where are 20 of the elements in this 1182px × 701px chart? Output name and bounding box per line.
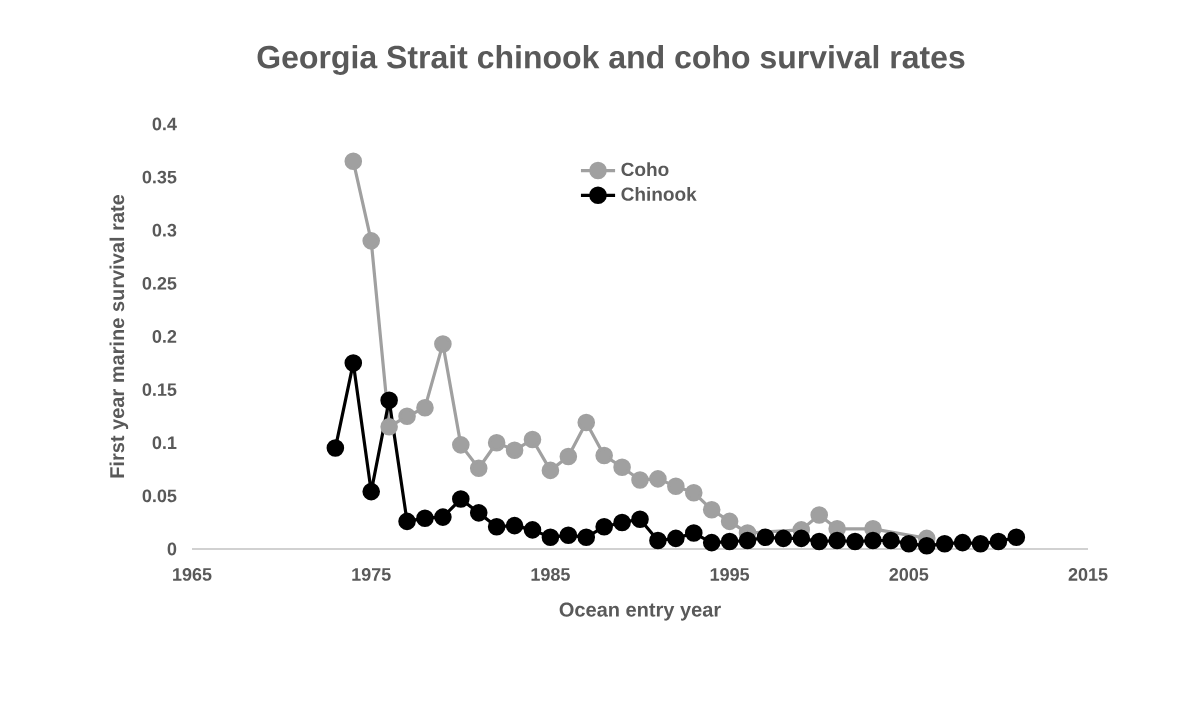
y-tick-label: 0.35 [142, 170, 177, 184]
chart-title: Georgia Strait chinook and coho survival rates [257, 45, 965, 75]
x-axis-title: Ocean entry year [559, 602, 721, 621]
x-tick-label: 1985 [531, 568, 570, 581]
x-tick-label: 2005 [889, 568, 929, 581]
legend-label: Chinook [621, 186, 697, 201]
y-tick-label: 0.4 [152, 117, 177, 131]
y-tick-label: 0.2 [152, 330, 177, 343]
x-tick-label: 2015 [1068, 568, 1108, 581]
y-tick-label: 0.05 [142, 489, 177, 503]
x-tick-label: 1995 [710, 568, 750, 581]
x-tick-label: 1975 [352, 568, 391, 581]
y-tick-label: 0.3 [152, 223, 177, 237]
legend-label: Coho [621, 162, 669, 177]
y-axis-title: First year marine survival rate [109, 194, 129, 478]
x-tick-label: 1965 [173, 568, 212, 581]
y-tick-label: 0.15 [142, 383, 177, 397]
y-tick-label: 0.25 [142, 276, 177, 290]
y-tick-label: 0.1 [152, 436, 177, 450]
y-tick-label: 0 [167, 542, 177, 556]
